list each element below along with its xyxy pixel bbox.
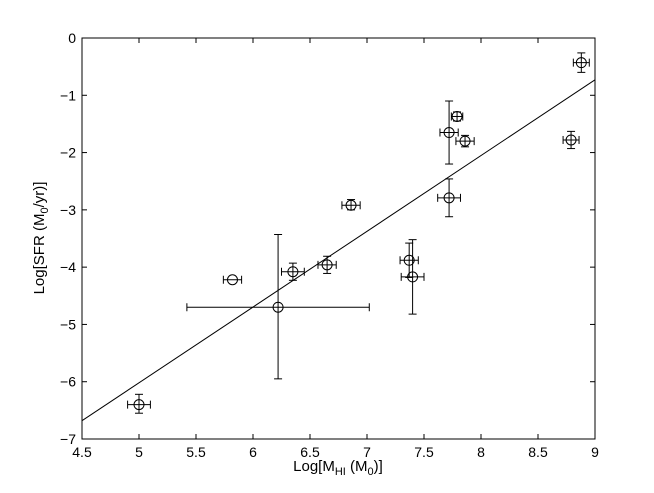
point-marker bbox=[287, 266, 299, 278]
y-tick-label: −2 bbox=[60, 145, 76, 161]
point-marker bbox=[565, 134, 577, 146]
x-tick-label: 5.5 bbox=[186, 444, 206, 460]
y-tick-label: −5 bbox=[60, 316, 76, 332]
data-point bbox=[450, 110, 464, 122]
x-tick-label: 6.5 bbox=[300, 444, 320, 460]
plot-area bbox=[82, 38, 595, 439]
point-marker bbox=[133, 399, 145, 411]
x-tick-label: 6 bbox=[249, 444, 257, 460]
data-point bbox=[439, 100, 459, 165]
data-point bbox=[562, 130, 580, 150]
x-tick-label: 4.5 bbox=[72, 444, 92, 460]
point-marker bbox=[321, 259, 333, 271]
data-point bbox=[399, 242, 419, 278]
y-tick-label: −3 bbox=[60, 202, 76, 218]
point-marker bbox=[451, 110, 463, 122]
point-marker bbox=[459, 135, 471, 147]
x-tick-label: 8.5 bbox=[528, 444, 548, 460]
data-point bbox=[127, 393, 151, 414]
data-point bbox=[572, 52, 590, 73]
data-point bbox=[341, 199, 361, 211]
x-tick-label: 5 bbox=[135, 444, 143, 460]
y-tick-label: −4 bbox=[60, 259, 76, 275]
axis-ticks-layer: 4.5 5 5.5 6 6.5 7 7.5 8 8.5 9 0 −1 −2 −3 −4 −5 −6 −7 bbox=[60, 30, 599, 460]
point-marker bbox=[443, 127, 455, 139]
point-marker bbox=[272, 301, 284, 313]
data-point bbox=[281, 262, 305, 281]
y-tick-label: −7 bbox=[60, 431, 76, 447]
x-axis-label: Log[MHI (M0)] bbox=[293, 458, 383, 478]
plot-frame bbox=[81, 37, 596, 440]
data-point bbox=[317, 255, 337, 274]
y-tick-label: 0 bbox=[68, 30, 76, 46]
y-tick-label: −1 bbox=[60, 87, 76, 103]
point-marker bbox=[407, 271, 419, 283]
data-point bbox=[455, 134, 475, 148]
data-point bbox=[222, 274, 243, 286]
point-marker bbox=[345, 199, 357, 211]
point-marker bbox=[226, 274, 238, 286]
data-point bbox=[400, 239, 425, 315]
fit-line-layer bbox=[81, 79, 596, 422]
point-marker bbox=[403, 254, 415, 266]
point-marker bbox=[443, 192, 455, 204]
x-tick-label: 9 bbox=[591, 444, 599, 460]
point-marker bbox=[575, 57, 587, 69]
y-axis-label: Log[SFR (M0/yr)] bbox=[31, 182, 51, 295]
x-tick-label: 7.5 bbox=[414, 444, 434, 460]
data-points-layer bbox=[127, 52, 590, 414]
data-point bbox=[186, 233, 370, 380]
y-tick-label: −6 bbox=[60, 374, 76, 390]
fit-line bbox=[81, 79, 596, 422]
x-tick-label: 7 bbox=[363, 444, 371, 460]
data-point bbox=[437, 178, 461, 218]
x-tick-label: 8 bbox=[477, 444, 485, 460]
